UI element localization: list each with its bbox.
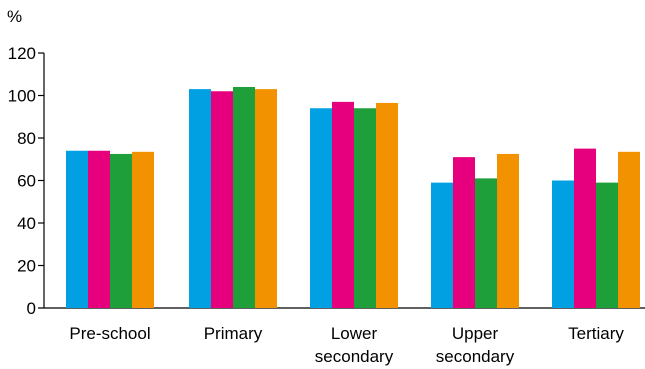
bar-series3-category5 [596, 182, 618, 308]
bar-series3-category2 [233, 87, 255, 308]
bar-series2-category2 [211, 91, 233, 308]
y-tick-label: 40 [17, 214, 36, 233]
bar-series3-category3 [354, 108, 376, 308]
bar-series2-category5 [574, 148, 596, 308]
bar-series4-category4 [497, 153, 519, 308]
bar-series1-category4 [431, 182, 453, 308]
category-label: Primary [204, 324, 263, 343]
bar-series2-category4 [453, 157, 475, 308]
bar-series1-category1 [66, 150, 88, 308]
category-label: Lower [331, 324, 378, 343]
y-tick-label: 60 [17, 172, 36, 191]
bar-series2-category1 [88, 150, 110, 308]
bar-series1-category5 [552, 180, 574, 308]
category-label: Pre-school [69, 324, 150, 343]
bar-series4-category2 [255, 89, 277, 308]
bar-series4-category1 [132, 151, 154, 308]
bars [66, 87, 640, 308]
y-axis-unit-label: % [7, 7, 22, 26]
bar-series3-category1 [110, 153, 132, 308]
bar-series4-category5 [618, 151, 640, 308]
bar-series4-category3 [376, 102, 398, 308]
x-axis-labels: Pre-school Primary Lower secondary Upper seco… [69, 324, 624, 366]
bar-series1-category3 [310, 108, 332, 308]
bar-series3-category4 [475, 178, 497, 308]
bar-series1-category2 [189, 89, 211, 308]
y-tick-label: 100 [8, 87, 36, 106]
y-tick-label: 80 [17, 129, 36, 148]
y-tick-label: 20 [17, 257, 36, 276]
y-tick-label: 120 [8, 44, 36, 63]
bar-series2-category3 [332, 101, 354, 308]
category-label: secondary [436, 347, 515, 366]
y-tick-label: 0 [27, 299, 36, 318]
category-label: Upper [452, 324, 499, 343]
category-label: secondary [315, 347, 394, 366]
category-label: Tertiary [568, 324, 624, 343]
